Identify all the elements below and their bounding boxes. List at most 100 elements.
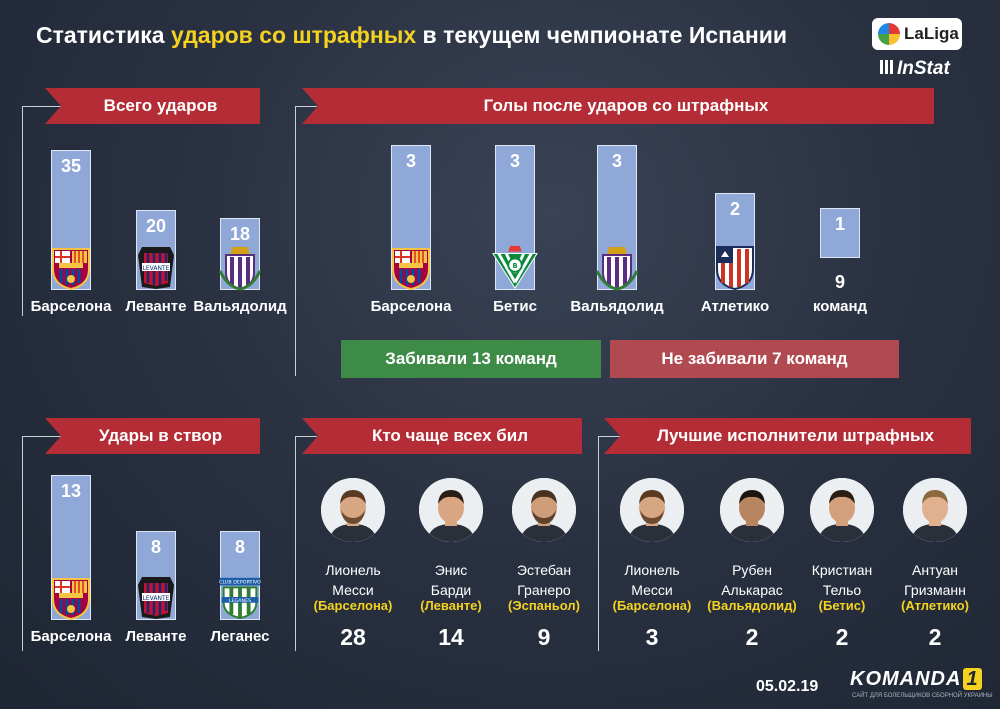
- shooter-first-3: Эстебан: [516, 562, 572, 578]
- bar-value-1: 13: [60, 481, 82, 501]
- svg-text:LEGANES: LEGANES: [229, 598, 251, 604]
- bar-label-3: Вальядолид: [193, 298, 287, 315]
- team-crest-icon-3: [593, 242, 641, 292]
- bar-value-1: 3: [405, 151, 416, 171]
- taker-value-4: 2: [928, 624, 942, 650]
- svg-text:B: B: [512, 262, 517, 270]
- svg-text:CLUB DEPORTIVO: CLUB DEPORTIVO: [219, 580, 261, 586]
- taker-avatar-1: [620, 478, 684, 542]
- panel3-title: Удары в створ: [98, 426, 223, 445]
- taker-first-1: Лионель: [624, 562, 680, 578]
- bar-label-2: Леванте: [125, 298, 187, 315]
- panel2-bracket: [295, 106, 317, 376]
- taker-first-4: Антуан: [912, 562, 958, 578]
- komanda-logo: KOMANDA 1: [850, 668, 982, 691]
- taker-last-3: Тельо: [822, 582, 862, 598]
- panel3-banner: Удары в створ: [45, 418, 260, 454]
- title-post: в текущем чемпионате Испании: [416, 22, 787, 48]
- taker-value-1: 3: [645, 624, 659, 650]
- taker-club-3: (Бетис): [818, 598, 866, 613]
- bar-value-3: 3: [611, 151, 622, 171]
- bar-value-2: 20: [145, 216, 167, 236]
- komanda-text: KOMANDA: [850, 668, 962, 690]
- bar-value-3: 18: [229, 224, 251, 244]
- bar-5: [820, 208, 860, 258]
- instat-text: InStat: [897, 58, 950, 79]
- page-title: Статистика ударов со штрафных в текущем …: [36, 22, 787, 49]
- instat-icon: [880, 60, 894, 74]
- panel5-title: Лучшие исполнители штрафных: [657, 426, 934, 445]
- panel4-banner: Кто чаще всех бил: [302, 418, 582, 454]
- bar-label-3: Леганес: [210, 628, 270, 645]
- komanda-tagline: САЙТ ДЛЯ БОЛЕЛЬЩИКОВ СБОРНОЙ УКРАИНЫ: [852, 693, 993, 699]
- taker-club-1: (Барселона): [612, 598, 692, 613]
- shooter-value-3: 9: [537, 624, 551, 650]
- bar-label-2: Леванте: [125, 628, 187, 645]
- team-crest-icon-4: [711, 242, 759, 292]
- others-count: 9: [834, 272, 845, 292]
- svg-text:LEVANTE: LEVANTE: [143, 265, 170, 272]
- title-highlight: ударов со штрафных: [170, 22, 417, 48]
- team-crest-icon-3: CLUB DEPORTIVO LEGANES: [216, 572, 264, 622]
- svg-text:LEVANTE: LEVANTE: [143, 595, 170, 602]
- bar-label-2: Бетис: [493, 298, 537, 315]
- team-crest-icon-2: LEVANTE: [132, 572, 180, 622]
- bar-label-1: Барселона: [30, 628, 112, 645]
- bar-label-1: Барселона: [30, 298, 112, 315]
- bar-value-2: 3: [509, 151, 520, 171]
- not-scored-teams-box: Не забивали 7 команд: [610, 340, 899, 378]
- shooter-value-1: 28: [340, 624, 366, 650]
- bar-label-1: Барселона: [370, 298, 452, 315]
- shooter-first-2: Энис: [434, 562, 468, 578]
- taker-last-4: Гризманн: [904, 582, 966, 598]
- shooter-avatar-2: [419, 478, 483, 542]
- taker-first-2: Рубен: [732, 562, 772, 578]
- panel1-banner: Всего ударов: [45, 88, 260, 124]
- instat-logo: InStat: [880, 58, 950, 80]
- panel4-title: Кто чаще всех бил: [371, 426, 529, 445]
- bar-value-4: 2: [729, 199, 740, 220]
- team-crest-icon-1: [387, 242, 435, 292]
- shooter-avatar-1: [321, 478, 385, 542]
- team-crest-icon-2: B: [491, 242, 539, 292]
- panel5-bracket: [598, 436, 620, 651]
- shooter-first-1: Лионель: [325, 562, 381, 578]
- shooter-avatar-3: [512, 478, 576, 542]
- bar-label-3: Вальядолид: [570, 298, 664, 315]
- others-label: команд: [812, 298, 868, 315]
- taker-avatar-4: [903, 478, 967, 542]
- laliga-logo: LaLiga: [872, 18, 962, 50]
- taker-first-3: Кристиан: [811, 562, 873, 578]
- shooter-club-2: (Леванте): [420, 598, 482, 613]
- bar-value-1: 35: [60, 156, 82, 176]
- taker-value-2: 2: [745, 624, 759, 650]
- date-label: 05.02.19: [756, 678, 819, 695]
- taker-club-4: (Атлетико): [901, 598, 969, 613]
- shooter-club-3: (Эспаньол): [508, 598, 580, 613]
- bar-value-5: 1: [834, 214, 845, 234]
- scored-teams-text: Забивали 13 команд: [385, 349, 557, 368]
- shooter-club-1: (Барселона): [313, 598, 393, 613]
- taker-avatar-2: [720, 478, 784, 542]
- team-crest-icon-3: [216, 242, 264, 292]
- taker-avatar-3: [810, 478, 874, 542]
- shooter-last-2: Барди: [430, 582, 472, 598]
- taker-club-2: (Вальядолид): [707, 598, 797, 613]
- komanda-number: 1: [963, 668, 982, 690]
- laliga-icon: [878, 23, 900, 45]
- team-crest-icon-2: LEVANTE: [132, 242, 180, 292]
- panel2-banner: Голы после ударов со штрафных: [302, 88, 934, 124]
- panel5-banner: Лучшие исполнители штрафных: [604, 418, 971, 454]
- shooter-value-2: 14: [438, 624, 464, 650]
- team-crest-icon-1: [47, 572, 95, 622]
- panel2-title: Голы после ударов со штрафных: [483, 96, 769, 115]
- laliga-text: LaLiga: [904, 24, 959, 43]
- not-scored-teams-text: Не забивали 7 команд: [661, 349, 848, 368]
- team-crest-icon-1: [47, 242, 95, 292]
- scored-teams-box: Забивали 13 команд: [341, 340, 601, 378]
- shooter-last-1: Месси: [332, 582, 374, 598]
- panel1-title: Всего ударов: [103, 96, 218, 115]
- bar-label-4: Атлетико: [700, 298, 770, 315]
- shooter-last-3: Гранеро: [517, 582, 571, 598]
- taker-last-1: Месси: [631, 582, 673, 598]
